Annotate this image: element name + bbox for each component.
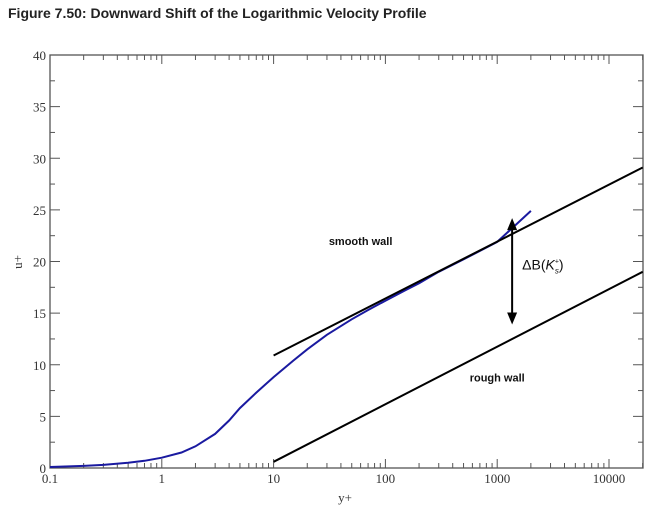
y-tick-label: 25 [33,203,46,218]
y-tick-label: 40 [33,48,46,63]
x-tick-label: 10 [267,471,280,486]
x-tick-label: 1 [159,471,166,486]
arrow-head-up-icon [507,218,518,231]
delta-b-suffix: ) [559,256,564,272]
y-tick-label: 35 [33,100,46,115]
x-tick-label: 10000 [593,471,626,486]
x-axis-label: y+ [338,490,352,505]
y-tick-label: 20 [33,255,46,270]
rough-wall-label: rough wall [470,372,525,384]
y-axis-label: u+ [10,255,25,269]
delta-b-var: K [545,256,555,272]
delta-b-prefix: ΔB( [522,256,546,272]
delta-b-sub: s [555,266,559,275]
smooth-wall-label: smooth wall [329,236,393,248]
series-smooth-wall [273,166,644,357]
y-tick-label: 30 [33,151,46,166]
chart-title: Figure 7.50: Downward Shift of the Logar… [8,5,427,21]
series-profile [49,210,532,468]
series-rough-wall [273,270,644,463]
y-tick-label: 10 [33,358,46,373]
x-tick-label: 100 [376,471,396,486]
arrow-head-down-icon [507,312,518,325]
delta-b-sup: + [555,258,559,265]
y-tick-label: 15 [33,306,46,321]
delta-b-label: ΔB(K+ s) [522,256,563,275]
x-tick-label: 1000 [484,471,510,486]
y-tick-label: 5 [40,409,47,424]
y-tick-label: 0 [40,461,47,476]
x-tick-label: 0.1 [42,471,58,486]
